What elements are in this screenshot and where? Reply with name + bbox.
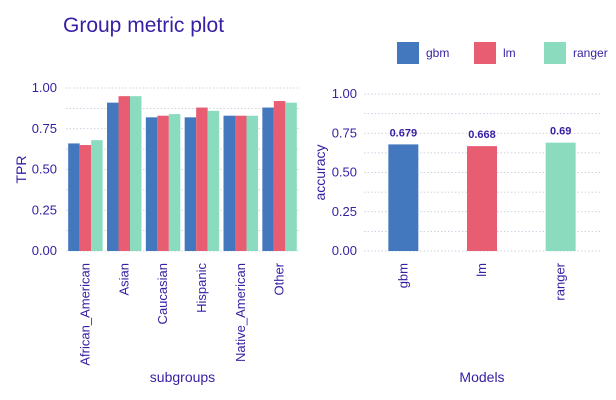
x-tick-label: Native_American xyxy=(233,263,248,362)
data-label: 0.679 xyxy=(390,127,418,139)
bar-ranger-African_American xyxy=(91,140,103,251)
tpr-panel: 0.00 0.25 0.50 0.75 1.00 African_American Asia… xyxy=(13,80,299,385)
x-axis-label: subgroups xyxy=(150,369,215,385)
legend-label-gbm: gbm xyxy=(426,46,449,60)
x-tick-label: ranger xyxy=(553,262,568,300)
y-tick-label: 0.75 xyxy=(332,125,357,140)
x-tick-label: African_American xyxy=(77,263,92,366)
legend: gbm lm ranger xyxy=(397,42,608,64)
bar-lm xyxy=(467,146,497,251)
bar-lm-African_American xyxy=(79,145,92,251)
bar-lm-Asian xyxy=(118,96,130,252)
x-tick-label: gbm xyxy=(395,263,410,288)
y-tick-label: 0.00 xyxy=(332,243,357,258)
y-tick-label: 1.00 xyxy=(32,80,57,95)
bar-lm-Native_American xyxy=(235,115,247,252)
data-label: 0.69 xyxy=(550,126,571,138)
bar-gbm-Asian xyxy=(107,102,119,251)
x-tick-label: Hispanic xyxy=(194,263,209,313)
x-axis-label: Models xyxy=(459,369,504,385)
y-tick-label: 1.00 xyxy=(332,86,357,101)
bar-gbm-Other xyxy=(262,107,274,251)
x-tick-label: lm xyxy=(474,263,489,277)
bar-gbm-Hispanic xyxy=(184,117,197,251)
bar-gbm-African_American xyxy=(68,143,80,251)
bar-ranger-Other xyxy=(285,102,297,251)
chart-title: Group metric plot xyxy=(63,14,224,37)
x-tick-label: Asian xyxy=(116,263,131,296)
bar-lm-Hispanic xyxy=(196,107,208,251)
bar-ranger-Asian xyxy=(130,96,142,252)
x-tick-label: Other xyxy=(272,262,287,295)
y-axis-label: accuracy xyxy=(312,144,328,200)
y-tick-label: 0.50 xyxy=(32,162,57,177)
bar-ranger-Caucasian xyxy=(168,114,181,251)
bar-ranger-Native_American xyxy=(246,115,258,252)
x-tick-label: Caucasian xyxy=(155,263,170,324)
legend-label-ranger: ranger xyxy=(573,46,608,60)
bar-lm-Caucasian xyxy=(157,115,169,252)
data-label: 0.668 xyxy=(468,129,496,141)
y-tick-label: 0.50 xyxy=(332,165,357,180)
bar-gbm xyxy=(388,144,419,251)
legend-swatch-gbm xyxy=(397,42,419,64)
legend-swatch-ranger xyxy=(544,42,566,64)
legend-swatch-lm xyxy=(474,42,496,64)
y-tick-label: 0.00 xyxy=(32,243,57,258)
bar-ranger-Hispanic xyxy=(207,110,220,251)
y-tick-label: 0.25 xyxy=(332,204,357,219)
y-tick-label: 0.75 xyxy=(32,121,57,136)
bar-gbm-Caucasian xyxy=(145,117,158,251)
bar-ranger xyxy=(545,142,576,251)
bar-gbm-Native_American xyxy=(223,115,235,252)
y-axis-label: TPR xyxy=(13,156,29,184)
legend-label-lm: lm xyxy=(503,46,516,60)
bar-lm-Other xyxy=(273,101,286,251)
y-tick-label: 0.25 xyxy=(32,202,57,217)
accuracy-panel: 0.00 0.25 0.50 0.75 1.00 0.679 gbm 0.668 lm 0.69 r… xyxy=(312,86,600,385)
